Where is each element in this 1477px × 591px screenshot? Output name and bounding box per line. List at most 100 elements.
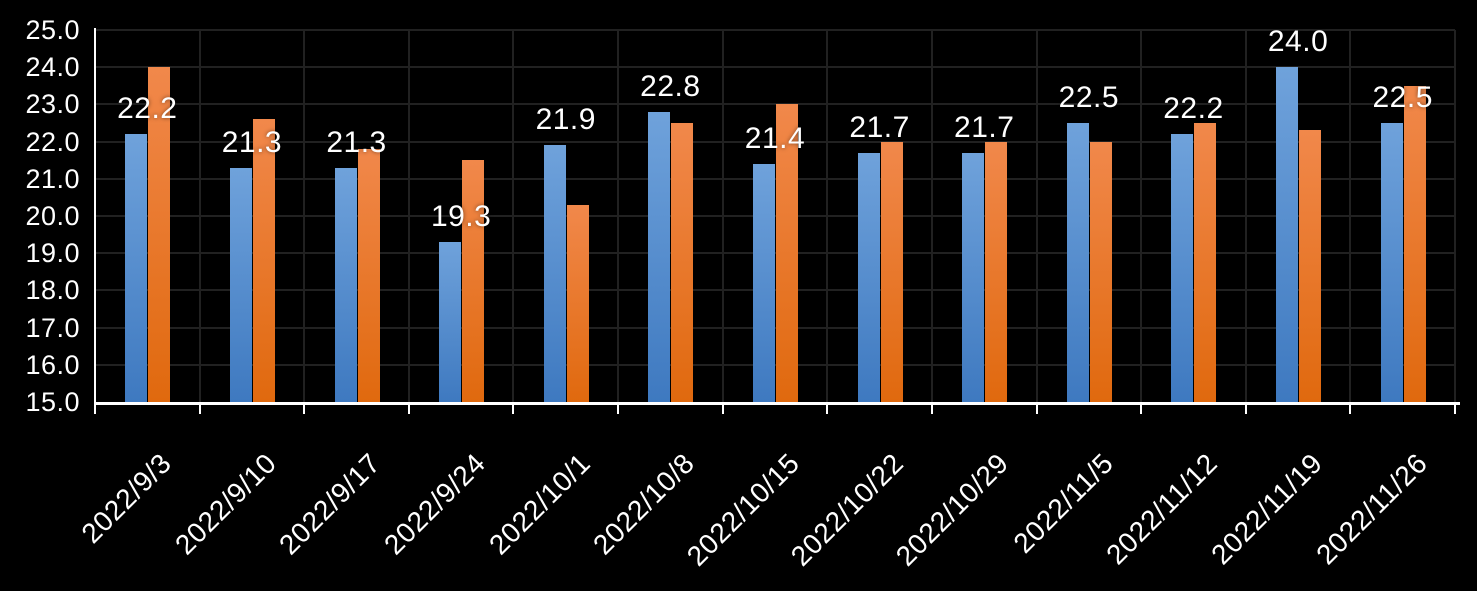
x-axis-label-text: 2022/9/17 bbox=[273, 447, 387, 561]
bar-orange-series bbox=[357, 149, 380, 402]
y-axis-tick-label: 22.0 bbox=[25, 126, 80, 157]
bar-blue-series bbox=[857, 152, 880, 402]
bar-orange-series bbox=[1403, 85, 1426, 402]
y-axis-tick-label: 25.0 bbox=[25, 15, 80, 45]
x-axis-label-text: 2022/9/10 bbox=[168, 447, 283, 561]
x-axis-tick bbox=[930, 402, 933, 414]
bar-blue-series bbox=[1066, 123, 1089, 402]
x-axis-label-text: 2022/10/8 bbox=[587, 447, 701, 561]
bar-blue-series bbox=[1380, 123, 1403, 402]
y-axis-tick-label: 17.0 bbox=[25, 312, 80, 343]
bar-orange-series bbox=[671, 123, 694, 402]
y-axis-tick-label: 19.0 bbox=[25, 238, 80, 269]
data-label: 21.7 bbox=[849, 110, 910, 144]
gridline-vertical bbox=[1140, 30, 1143, 402]
gridline-horizontal bbox=[95, 177, 1455, 180]
bar-orange-series bbox=[566, 204, 589, 402]
bar-blue-series bbox=[229, 167, 252, 402]
x-axis-label-text: 2022/11/26 bbox=[1309, 447, 1433, 571]
x-axis-tick bbox=[826, 402, 829, 414]
y-axis-tick-label: 15.0 bbox=[25, 387, 80, 417]
data-label: 22.8 bbox=[640, 69, 701, 103]
bar-blue-series bbox=[334, 167, 357, 402]
data-label: 21.9 bbox=[535, 103, 596, 137]
x-axis-label-text: 2022/11/5 bbox=[1007, 447, 1120, 560]
bar-blue-series bbox=[648, 111, 671, 402]
bar-orange-series bbox=[148, 67, 171, 402]
y-axis-tick-label: 16.0 bbox=[25, 349, 80, 380]
data-label: 22.5 bbox=[1058, 81, 1120, 114]
x-axis-label-text: 2022/9/24 bbox=[378, 447, 492, 561]
bar-orange-series bbox=[252, 119, 275, 402]
x-axis-label-text: 2022/10/29 bbox=[889, 447, 1015, 572]
x-axis-tick bbox=[198, 402, 201, 414]
x-axis-tick bbox=[1454, 402, 1456, 414]
data-label: 21.3 bbox=[221, 125, 283, 159]
x-axis-tick bbox=[303, 402, 306, 414]
bar-blue-series bbox=[1171, 134, 1194, 402]
x-axis-label-text: 2022/10/1 bbox=[482, 447, 596, 561]
gridline-horizontal bbox=[95, 326, 1455, 329]
gridline-horizontal bbox=[95, 103, 1455, 106]
bar-blue-series bbox=[543, 145, 566, 402]
bar-orange-series bbox=[1299, 130, 1322, 402]
bar-blue-series bbox=[439, 242, 462, 402]
gridline-horizontal bbox=[95, 140, 1455, 143]
gridline-vertical bbox=[407, 30, 410, 402]
gridline-vertical bbox=[1349, 30, 1352, 402]
x-axis-tick bbox=[1035, 402, 1038, 414]
x-axis-tick bbox=[721, 402, 724, 414]
gridline-vertical bbox=[1244, 30, 1247, 402]
x-axis-line bbox=[94, 402, 1460, 405]
x-axis-label-text: 2022/10/15 bbox=[680, 447, 806, 572]
y-axis-tick-label: 21.0 bbox=[25, 163, 80, 194]
y-axis-line bbox=[94, 28, 96, 407]
x-axis-tick bbox=[1349, 402, 1352, 414]
x-axis-tick bbox=[512, 402, 515, 414]
x-axis-tick bbox=[617, 402, 620, 414]
gridline-vertical bbox=[303, 30, 306, 402]
y-axis-tick-label: 24.0 bbox=[25, 52, 80, 83]
data-label: 22.5 bbox=[1372, 81, 1433, 114]
x-axis-label-text: 2022/10/22 bbox=[785, 447, 910, 572]
bar-blue-series bbox=[753, 163, 775, 402]
bar-blue-series bbox=[125, 134, 148, 402]
gridline-horizontal bbox=[95, 289, 1455, 292]
gridline-vertical bbox=[1454, 30, 1456, 402]
bar-blue-series bbox=[962, 152, 985, 402]
data-label: 21.3 bbox=[326, 125, 387, 159]
x-axis-tick bbox=[1140, 402, 1143, 414]
x-axis-tick bbox=[94, 402, 96, 414]
x-axis-label-text: 2022/11/12 bbox=[1100, 447, 1224, 571]
x-axis-tick bbox=[407, 402, 410, 414]
gridline-vertical bbox=[930, 30, 933, 402]
bar-orange-series bbox=[1194, 123, 1217, 402]
gridline-vertical bbox=[617, 30, 620, 402]
y-axis-tick-label: 23.0 bbox=[25, 89, 80, 120]
gridline-vertical bbox=[512, 30, 515, 402]
gridline-horizontal bbox=[95, 66, 1455, 69]
gridline-horizontal bbox=[95, 215, 1455, 217]
x-axis-tick bbox=[1244, 402, 1247, 414]
bar-orange-series bbox=[1089, 141, 1112, 402]
x-axis-label-text: 2022/9/3 bbox=[75, 447, 178, 550]
data-label: 21.4 bbox=[744, 121, 806, 155]
bar-orange-series bbox=[880, 141, 903, 402]
data-label: 19.3 bbox=[430, 200, 492, 234]
gridline-vertical bbox=[826, 30, 829, 402]
y-axis-tick-label: 18.0 bbox=[25, 275, 80, 306]
bar-orange-series bbox=[985, 141, 1008, 402]
gridline-vertical bbox=[198, 30, 201, 402]
data-label: 22.2 bbox=[1163, 92, 1224, 126]
gridline-horizontal bbox=[95, 29, 1455, 31]
x-axis-label-text: 2022/11/19 bbox=[1205, 447, 1329, 571]
gridline-horizontal bbox=[95, 363, 1455, 366]
data-label: 21.7 bbox=[954, 110, 1015, 144]
gridline-vertical bbox=[721, 30, 724, 402]
bar-orange-series bbox=[776, 104, 798, 402]
bar-blue-series bbox=[1276, 67, 1299, 402]
data-label: 22.2 bbox=[117, 92, 178, 126]
bar-orange-series bbox=[462, 160, 485, 402]
gridline-vertical bbox=[1035, 30, 1038, 402]
